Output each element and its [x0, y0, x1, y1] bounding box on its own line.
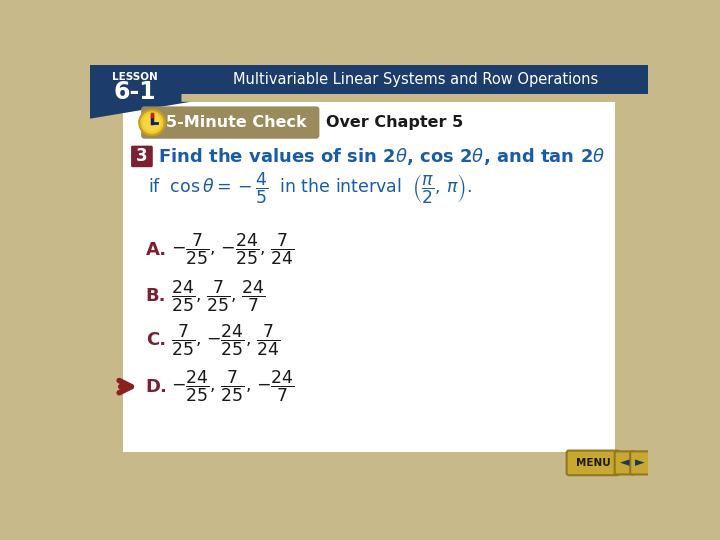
Text: if  $\mathrm{cos}\,\theta = -\dfrac{4}{5}$  in the interval  $\left(\dfrac{\pi}{: if $\mathrm{cos}\,\theta = -\dfrac{4}{5}… — [148, 170, 472, 206]
Circle shape — [141, 112, 163, 133]
Text: $-\dfrac{7}{25}$, $-\dfrac{24}{25}$, $\dfrac{7}{24}$: $-\dfrac{7}{25}$, $-\dfrac{24}{25}$, $\d… — [171, 232, 295, 267]
Text: $\dfrac{24}{25}$, $\dfrac{7}{25}$, $\dfrac{24}{7}$: $\dfrac{24}{25}$, $\dfrac{7}{25}$, $\dfr… — [171, 278, 266, 314]
Text: Find the values of sin 2$\theta$, cos 2$\theta$, and tan 2$\theta$: Find the values of sin 2$\theta$, cos 2$… — [158, 146, 606, 167]
Text: ►: ► — [636, 456, 645, 469]
Circle shape — [139, 110, 165, 136]
Text: Multivariable Linear Systems and Row Operations: Multivariable Linear Systems and Row Ope… — [233, 72, 598, 87]
Text: $\dfrac{7}{25}$, $-\dfrac{24}{25}$, $\dfrac{7}{24}$: $\dfrac{7}{25}$, $-\dfrac{24}{25}$, $\df… — [171, 323, 281, 358]
Circle shape — [143, 114, 161, 131]
FancyBboxPatch shape — [141, 106, 320, 139]
Text: B.: B. — [145, 287, 166, 305]
FancyBboxPatch shape — [630, 451, 650, 475]
Text: A.: A. — [145, 241, 167, 259]
Text: LESSON: LESSON — [112, 72, 158, 82]
FancyBboxPatch shape — [567, 450, 619, 475]
FancyBboxPatch shape — [90, 65, 648, 94]
FancyBboxPatch shape — [615, 451, 635, 475]
Text: D.: D. — [145, 377, 168, 396]
Text: $-\dfrac{24}{25}$, $\dfrac{7}{25}$, $-\dfrac{24}{7}$: $-\dfrac{24}{25}$, $\dfrac{7}{25}$, $-\d… — [171, 369, 295, 404]
Text: ◄: ◄ — [620, 456, 629, 469]
Text: 3: 3 — [136, 147, 148, 165]
Text: C.: C. — [145, 332, 166, 349]
Text: 5-Minute Check: 5-Minute Check — [166, 115, 307, 130]
Text: 6-1: 6-1 — [114, 80, 156, 104]
FancyBboxPatch shape — [122, 102, 616, 452]
Text: Over Chapter 5: Over Chapter 5 — [325, 115, 463, 130]
Polygon shape — [90, 65, 191, 119]
Text: MENU: MENU — [575, 458, 611, 468]
FancyBboxPatch shape — [131, 146, 153, 167]
FancyBboxPatch shape — [90, 65, 181, 102]
